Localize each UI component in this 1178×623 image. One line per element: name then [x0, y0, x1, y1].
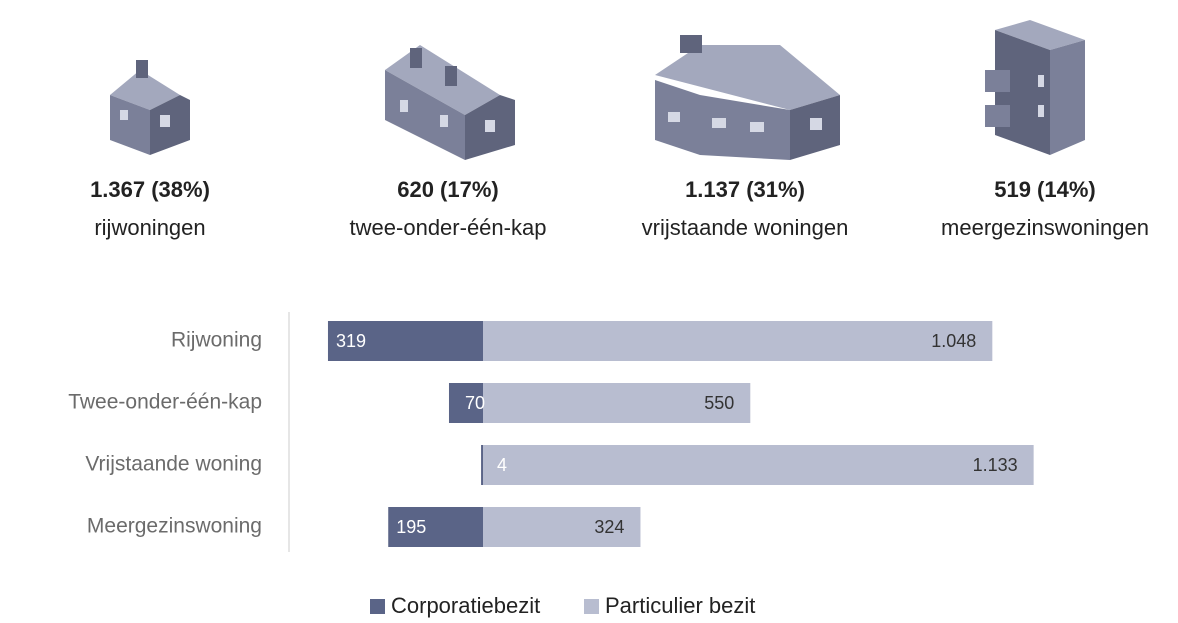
legend-label: Particulier bezit: [605, 593, 755, 618]
summary-value: 620 (17%): [397, 177, 499, 202]
chart: Rijwoning 319 1.048 Twee-onder-één-kap 70 550…: [68, 321, 1034, 547]
summary-label: rijwoningen: [94, 215, 205, 240]
summary-value: 1.137 (31%): [685, 177, 805, 202]
bar-particulier: [483, 507, 641, 547]
bar-particulier: [483, 321, 993, 361]
value-label: 550: [704, 393, 734, 413]
bar-corporatie: [388, 507, 483, 547]
value-label: 70: [465, 393, 485, 413]
value-label: 195: [396, 517, 426, 537]
legend: Corporatiebezit Particulier bezit: [370, 593, 755, 618]
bar-particulier: [483, 445, 1034, 485]
summary-value: 519 (14%): [994, 177, 1096, 202]
category-label: Meergezinswoning: [87, 515, 262, 538]
category-label: Vrijstaande woning: [85, 453, 262, 476]
summary-label: meergezinswoningen: [941, 215, 1149, 240]
summary: 1.367 (38%) rijwoningen 620 (17%) twee-onde…: [90, 177, 1149, 240]
bar-particulier: [483, 383, 751, 423]
category-label: Rijwoning: [171, 329, 262, 352]
value-label: 1.048: [931, 331, 976, 351]
icon-twee-onder-een-kap: [385, 45, 515, 160]
legend-swatch: [584, 599, 599, 614]
legend-label: Corporatiebezit: [391, 593, 540, 618]
bar-corporatie: [327, 321, 483, 361]
summary-label: vrijstaande woningen: [642, 215, 849, 240]
value-label: 4: [497, 455, 507, 475]
icon-vrijstaande-woning: [655, 35, 840, 160]
bar-corporatie: [481, 445, 483, 485]
icon-meergezinswoning: [985, 20, 1085, 155]
value-label: 1.133: [973, 455, 1018, 475]
summary-value: 1.367 (38%): [90, 177, 210, 202]
bar-corporatie: [448, 383, 483, 423]
value-label: 319: [336, 331, 366, 351]
summary-label: twee-onder-één-kap: [350, 215, 547, 240]
value-label: 324: [594, 517, 624, 537]
category-label: Twee-onder-één-kap: [68, 391, 262, 414]
icon-rijwoning: [110, 60, 190, 155]
legend-swatch: [370, 599, 385, 614]
